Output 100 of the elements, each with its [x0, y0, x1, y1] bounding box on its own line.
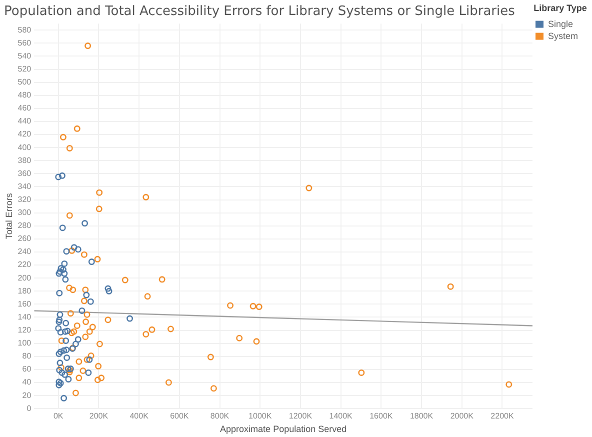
x-tick-label: 2000K	[450, 412, 474, 421]
y-tick-label: 560	[18, 38, 32, 48]
point	[60, 134, 66, 140]
x-tick-label: 2200K	[490, 412, 514, 421]
point	[227, 302, 234, 309]
point	[56, 316, 63, 324]
point	[70, 286, 76, 294]
legend-label: System	[548, 30, 578, 41]
point	[82, 220, 88, 227]
point	[59, 224, 66, 232]
y-tick-label: 40	[22, 378, 32, 387]
point	[84, 42, 92, 50]
point	[74, 336, 82, 343]
point	[56, 366, 63, 374]
point	[236, 334, 243, 342]
point	[306, 184, 312, 192]
point	[142, 330, 150, 338]
point	[61, 260, 68, 267]
y-tick-label: 540	[18, 51, 32, 60]
point	[66, 284, 73, 292]
point	[63, 346, 70, 354]
point	[56, 350, 62, 358]
point	[167, 326, 174, 332]
point	[66, 212, 73, 219]
x-tick-label: 1800K	[410, 412, 434, 421]
point	[66, 144, 73, 152]
point	[158, 276, 166, 283]
point	[74, 322, 80, 329]
y-tick-label: 440	[18, 116, 32, 126]
point	[56, 382, 62, 388]
point	[96, 340, 103, 348]
y-tick-label: 360	[18, 168, 32, 178]
point	[70, 328, 78, 335]
point	[74, 125, 80, 132]
point	[95, 362, 102, 370]
y-tick-label: 160	[18, 299, 32, 308]
point	[89, 324, 96, 330]
point	[66, 368, 73, 376]
point	[55, 174, 62, 180]
point	[78, 307, 86, 314]
point	[126, 315, 134, 322]
y-tick-label: 260	[18, 234, 32, 244]
point	[82, 318, 90, 326]
point	[83, 292, 90, 298]
x-tick-label: 400K	[130, 412, 150, 421]
x-tick-label: 1200K	[288, 412, 313, 421]
point	[122, 276, 128, 284]
y-tick-label: 200	[18, 273, 32, 282]
point	[506, 381, 512, 388]
x-axis-title: Approximate Population Served	[220, 424, 347, 434]
y-tick-label: 380	[18, 156, 32, 165]
y-tick-label: 220	[18, 260, 32, 270]
point	[64, 354, 70, 361]
point	[447, 283, 454, 290]
y-tick-label: 460	[18, 104, 32, 113]
legend-title: Library Type	[534, 2, 587, 13]
point	[84, 356, 90, 363]
point	[86, 328, 93, 335]
point	[72, 390, 79, 396]
point	[76, 374, 82, 382]
chart-title: Population and Total Accessibility Errors for Library Systems or Single Libraries	[4, 4, 516, 20]
y-tick-label: 140	[18, 312, 32, 322]
point	[58, 172, 66, 179]
point	[58, 265, 64, 272]
point	[55, 325, 62, 332]
point	[64, 328, 71, 334]
point	[56, 360, 64, 366]
point	[106, 288, 112, 294]
y-tick-label: 300	[18, 208, 32, 218]
point	[256, 304, 262, 310]
point	[148, 326, 156, 333]
point	[98, 374, 105, 382]
point	[65, 376, 72, 382]
point	[67, 310, 74, 317]
point	[68, 247, 76, 254]
y-tick-label: 120	[18, 326, 32, 334]
x-tick-label: 1000K	[248, 412, 272, 421]
point	[58, 337, 65, 344]
point	[358, 369, 365, 376]
y-tick-label: 280	[18, 221, 32, 230]
point	[82, 334, 89, 340]
point	[56, 290, 63, 296]
point	[70, 244, 78, 251]
point	[62, 276, 69, 283]
point	[87, 298, 94, 305]
point	[250, 302, 256, 310]
y-tick-label: 0	[26, 404, 32, 413]
point	[60, 266, 66, 273]
point	[56, 318, 62, 326]
point	[88, 258, 95, 266]
point	[61, 270, 68, 277]
point	[68, 330, 75, 336]
y-tick-label: 60	[22, 364, 32, 374]
point	[56, 270, 62, 277]
y-tick-label: 320	[18, 194, 32, 204]
y-tick-label: 580	[18, 25, 32, 34]
point	[60, 394, 68, 402]
point	[62, 320, 70, 326]
point	[62, 337, 70, 344]
point	[58, 369, 66, 376]
